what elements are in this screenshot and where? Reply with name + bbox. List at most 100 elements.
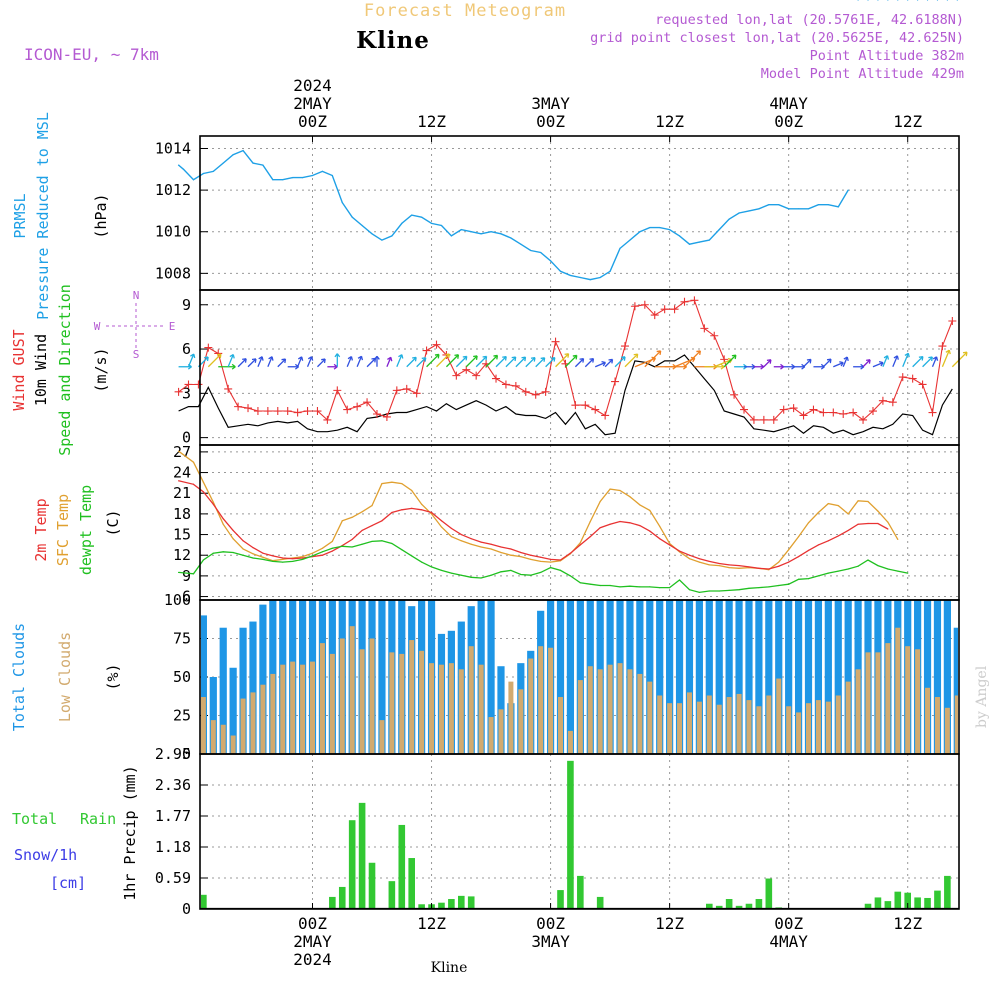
low-cloud-bar xyxy=(815,700,821,754)
wind-arrow xyxy=(574,358,584,368)
gust-marker xyxy=(809,405,818,414)
y-tick-label: 0 xyxy=(182,429,191,447)
wind-arrow-head xyxy=(421,357,427,362)
gust-marker xyxy=(382,412,391,421)
low-cloud-bar xyxy=(399,653,405,754)
total-cloud-bar xyxy=(725,600,733,754)
pressure-point xyxy=(401,222,403,225)
dewpt-point xyxy=(698,591,700,594)
dewpt-point xyxy=(292,560,294,563)
temp2m-point xyxy=(589,536,591,538)
top-time-label: 3MAY xyxy=(531,94,570,113)
gridpoint-coords: grid point closest lon,lat (20.5625E, 42… xyxy=(590,30,964,46)
sfc-temp-point xyxy=(867,500,869,503)
gust-marker xyxy=(521,387,530,396)
precip-bar xyxy=(874,897,882,909)
total-cloud-bar xyxy=(794,600,803,754)
pressure-point xyxy=(867,0,869,1)
total-cloud-bar xyxy=(556,600,565,754)
gust-marker xyxy=(898,373,907,382)
y-tick-label: 9 xyxy=(182,296,191,314)
sfc-temp-point xyxy=(480,546,482,548)
pressure-point xyxy=(540,251,542,254)
pressure-point xyxy=(262,164,264,166)
wind10-label: 10m Wind xyxy=(32,334,50,406)
wind-arrow xyxy=(763,359,772,368)
pressure-point xyxy=(629,239,631,241)
wind-arrow-head xyxy=(766,359,772,364)
pressure-label-1: PRMSL xyxy=(11,193,29,238)
precip-bar xyxy=(567,760,574,909)
wind-arrow-head xyxy=(572,354,578,360)
gust-marker xyxy=(234,402,243,411)
low-cloud-bar xyxy=(538,646,544,754)
gust-marker xyxy=(541,387,550,396)
temp2m-point xyxy=(649,530,651,532)
pressure-point xyxy=(728,218,730,220)
precip-bar xyxy=(904,892,911,909)
low-cloud-bar xyxy=(329,653,335,754)
wind-arrow xyxy=(614,356,626,368)
dewpt-point xyxy=(311,555,314,557)
low-cloud-bar xyxy=(726,697,732,754)
total-cloud-bar xyxy=(646,600,654,754)
precip-bar xyxy=(706,903,713,909)
wind-arrow-head xyxy=(579,357,585,363)
sfc-temp-point xyxy=(659,525,661,527)
gust-marker xyxy=(918,380,927,389)
y-tick-label: 1.18 xyxy=(155,838,191,856)
dewpt-point xyxy=(788,583,790,585)
precip-bar xyxy=(745,903,753,909)
bottom-time-label: 3MAY xyxy=(531,932,570,951)
dewpt-point xyxy=(401,549,403,551)
y-tick-label: 21 xyxy=(173,484,191,502)
clouds-unit: (%) xyxy=(104,663,122,690)
sfc-temp-point xyxy=(847,513,849,515)
precip-bar xyxy=(448,899,455,909)
temp2m-point xyxy=(430,511,433,514)
sfc-temp-point xyxy=(341,520,343,522)
pressure-point xyxy=(907,0,909,1)
precip-bar xyxy=(944,875,951,909)
wind-arrow xyxy=(386,357,392,368)
pressure-point xyxy=(520,243,522,245)
low-cloud-bar xyxy=(528,658,534,754)
sfc-temp-point xyxy=(401,482,403,485)
temp2m-point xyxy=(222,518,224,520)
dewpt-point xyxy=(758,587,760,589)
y-tick-label: 75 xyxy=(173,630,191,648)
temp-unit: (C) xyxy=(104,509,122,536)
pressure-point xyxy=(897,0,899,1)
precip-bar xyxy=(765,878,773,909)
gust-marker xyxy=(204,343,213,352)
low-cloud-bar xyxy=(230,735,236,754)
sfc-temp-point xyxy=(500,551,502,554)
snow-label: Snow/1h xyxy=(14,846,77,864)
sfc-temp-point xyxy=(470,543,472,545)
pressure-point xyxy=(827,204,829,206)
low-cloud-bar xyxy=(201,697,206,754)
total-cloud-bar xyxy=(824,600,832,754)
dewpt-point xyxy=(748,587,750,589)
temp2m-point xyxy=(669,544,671,546)
wind-arrow xyxy=(416,357,427,368)
sfc-temp-point xyxy=(708,564,710,566)
total-cloud-bar xyxy=(755,600,763,754)
dewpt-point xyxy=(391,542,393,545)
precip-bar xyxy=(438,902,445,909)
wind-arrow xyxy=(436,353,450,368)
y-tick-label: 9 xyxy=(182,567,191,585)
sfc-temp-point xyxy=(242,548,244,550)
pressure-series-line xyxy=(178,149,849,281)
chart-title: Forecast Meteogram xyxy=(364,1,566,21)
precip-bar xyxy=(329,896,336,909)
top-time-label: 00Z xyxy=(774,112,803,131)
gust-marker xyxy=(194,380,203,389)
pressure-point xyxy=(778,204,780,206)
dewpt-point xyxy=(460,574,462,576)
gust-marker xyxy=(740,405,749,414)
y-tick-label: 18 xyxy=(173,505,191,523)
pressure-point xyxy=(797,208,800,210)
wind-arrow xyxy=(684,350,701,368)
wind-arrow xyxy=(922,356,933,368)
